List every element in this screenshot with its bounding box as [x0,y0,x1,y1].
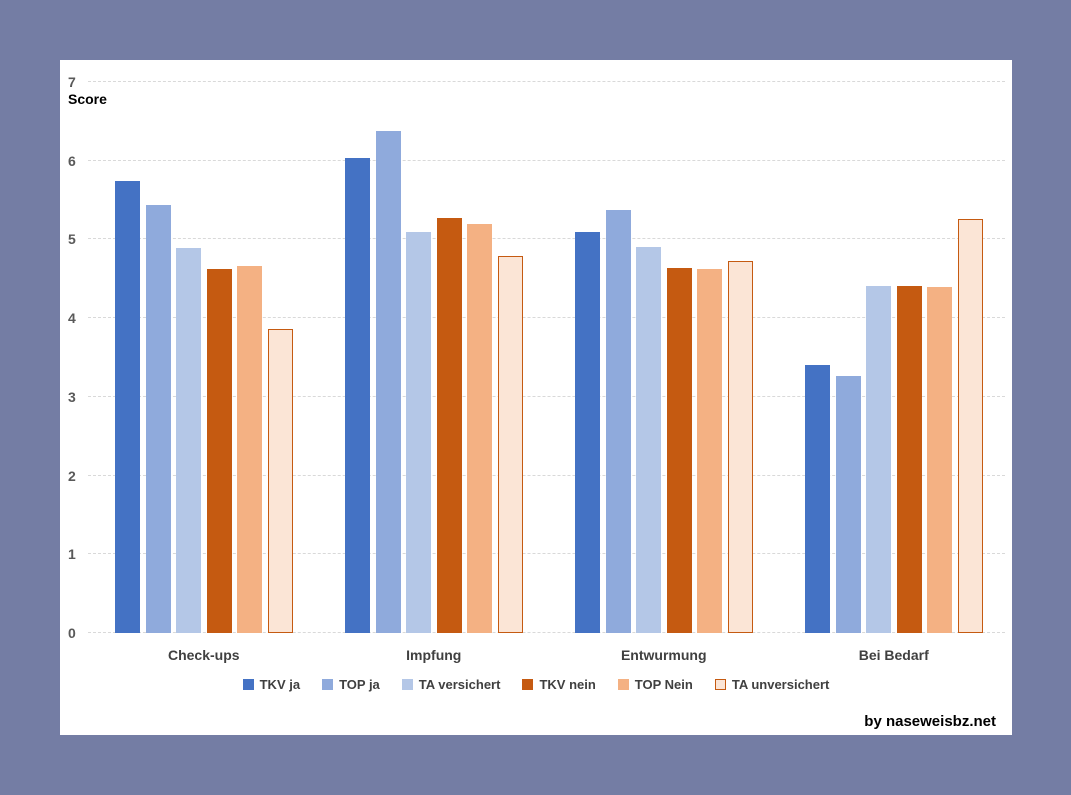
legend-item-ta-unversichert: TA unversichert [714,677,830,692]
legend-item-tkv-nein: TKV nein [522,677,596,692]
bar-top-ja-entwurmung [605,210,631,633]
chart-panel: Score 0 1 2 3 4 5 6 7 Check-ups Impfung Entwurmung… [60,60,1012,735]
legend-label: TOP ja [339,677,380,692]
legend-label: TA unversichert [731,677,830,692]
x-axis-category-label: Entwurmung [620,647,707,663]
y-axis-tick-label: 6 [68,152,76,169]
bar-top-ja-bei-bedarf [835,376,861,633]
gridline [88,159,1005,161]
bar-tkv-nein-check-ups [206,268,232,633]
bar-top-nein-check-ups [237,266,262,633]
bar-ta-versichert-check-ups [176,248,201,633]
bar-ta-versichert-bei-bedarf [866,285,891,633]
legend-label: TA versichert [418,677,501,692]
legend-swatch-icon [401,679,413,690]
bar-top-nein-bei-bedarf [927,287,952,633]
gridline [88,395,1005,397]
y-axis-tick-label: 0 [68,625,76,641]
plot-area: Score 0 1 2 3 4 5 6 7 Check-ups Impfung Entwurmung… [68,74,1005,663]
x-axis-category-label: Bei Bedarf [858,647,929,663]
x-axis-category-label: Check-ups [167,647,240,663]
legend-label: TKV nein [539,677,596,692]
legend-swatch-icon [522,679,534,690]
y-axis-title: Score [68,91,107,107]
bar-tkv-nein-impfung [436,218,462,633]
bar-top-nein-impfung [467,223,492,633]
bar-top-ja-check-ups [145,204,171,633]
bar-ta-unversichert-check-ups [267,329,293,633]
y-axis-tick-label: 5 [68,231,76,248]
legend-swatch-icon [242,679,254,690]
bar-tkv-ja-impfung [345,157,370,633]
gridline [88,317,1005,319]
legend-item-ta-versichert: TA versichert [401,677,501,692]
legend-item-top-nein: TOP Nein [617,677,693,692]
bar-ta-versichert-impfung [406,232,431,633]
x-axis-category-label: Impfung [406,647,462,663]
bar-tkv-ja-bei-bedarf [805,365,830,633]
bar-top-nein-entwurmung [697,268,722,633]
gridline [88,632,1005,633]
bar-tkv-nein-bei-bedarf [896,285,922,633]
bar-tkv-nein-entwurmung [666,267,692,633]
gridline [88,553,1005,555]
bar-top-ja-impfung [375,130,401,633]
y-axis-tick-label: 3 [68,388,76,405]
legend-item-tkv-ja: TKV ja [242,677,301,692]
bar-tkv-ja-check-ups [115,181,140,633]
legend-swatch-icon [714,679,726,690]
legend-swatch-icon [322,679,334,690]
gridline [88,238,1005,240]
chart-legend: TKV ja TOP ja TA versichert TKV nein TOP Nei… [60,677,1012,692]
gridline [88,81,1005,82]
bar-ta-unversichert-bei-bedarf [957,218,983,633]
legend-swatch-icon [617,679,629,690]
legend-item-top-ja: TOP ja [322,677,380,692]
y-axis-tick-label: 1 [68,546,76,563]
gridline [88,474,1005,476]
legend-label: TKV ja [259,677,301,692]
watermark-text: by naseweisbz.net [864,713,996,730]
bar-ta-versichert-entwurmung [636,246,661,633]
legend-label: TOP Nein [634,677,693,692]
bar-ta-unversichert-entwurmung [727,261,753,633]
bar-ta-unversichert-impfung [497,255,523,633]
bar-tkv-ja-entwurmung [575,231,600,633]
y-axis-tick-label: 4 [68,310,76,327]
y-axis-tick-label: 7 [68,74,76,90]
y-axis-tick-label: 2 [68,467,76,484]
